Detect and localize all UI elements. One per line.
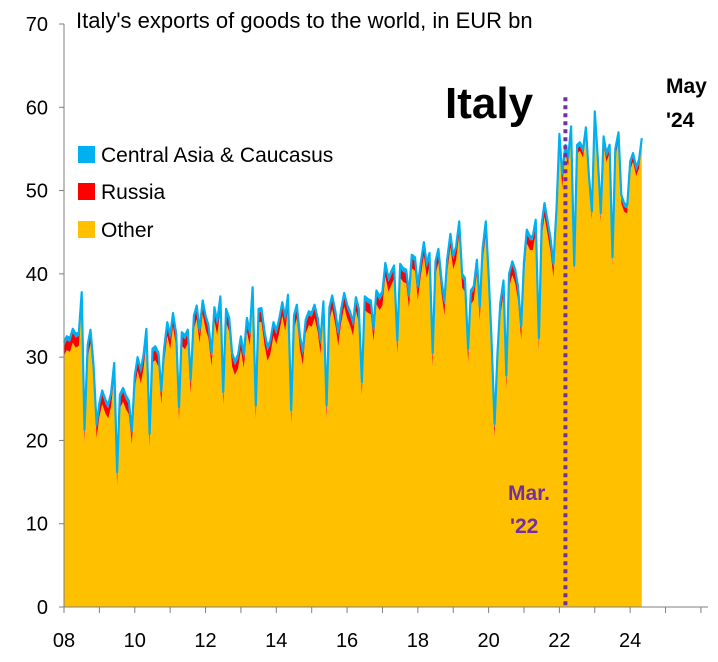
marker-label-month: Mar. <box>508 482 550 505</box>
country-label: Italy <box>445 79 534 128</box>
y-tick-label: 50 <box>26 181 48 203</box>
x-tick-label: 10 <box>124 630 146 652</box>
legend: Central Asia & Caucasus Russia Other <box>78 144 333 242</box>
axes: 0 10 20 30 40 50 60 70 08 10 12 14 16 18 20 22 24 <box>26 14 708 652</box>
legend-label-other: Other <box>101 219 154 242</box>
end-label-year: '24 <box>666 109 695 132</box>
y-tick-label: 60 <box>26 97 48 119</box>
y-tick-label: 0 <box>37 597 48 619</box>
x-tick-label: 24 <box>619 630 641 652</box>
legend-label-central-asia: Central Asia & Caucasus <box>101 144 333 167</box>
legend-swatch-russia <box>78 183 95 200</box>
end-label-month: May <box>666 75 707 98</box>
x-tick-label: 08 <box>53 630 75 652</box>
chart-title: Italy's exports of goods to the world, i… <box>76 8 533 33</box>
legend-label-russia: Russia <box>101 181 166 204</box>
x-tick-label: 20 <box>477 630 499 652</box>
legend-swatch-other <box>78 221 95 238</box>
y-tick-label: 10 <box>26 514 48 536</box>
x-tick-label: 12 <box>194 630 216 652</box>
marker-label-year: '22 <box>510 515 538 538</box>
y-tick-label: 20 <box>26 430 48 452</box>
series-line-central-asia <box>63 110 643 474</box>
y-tick-label: 30 <box>26 347 48 369</box>
y-tick-label: 40 <box>26 264 48 286</box>
x-tick-label: 18 <box>407 630 429 652</box>
x-tick-label: 22 <box>548 630 570 652</box>
y-tick-label: 70 <box>26 14 48 36</box>
x-tick-label: 14 <box>265 630 287 652</box>
x-tick-label: 16 <box>336 630 358 652</box>
legend-swatch-central-asia <box>78 146 95 163</box>
area-other <box>64 120 642 607</box>
plot-area <box>63 97 643 607</box>
